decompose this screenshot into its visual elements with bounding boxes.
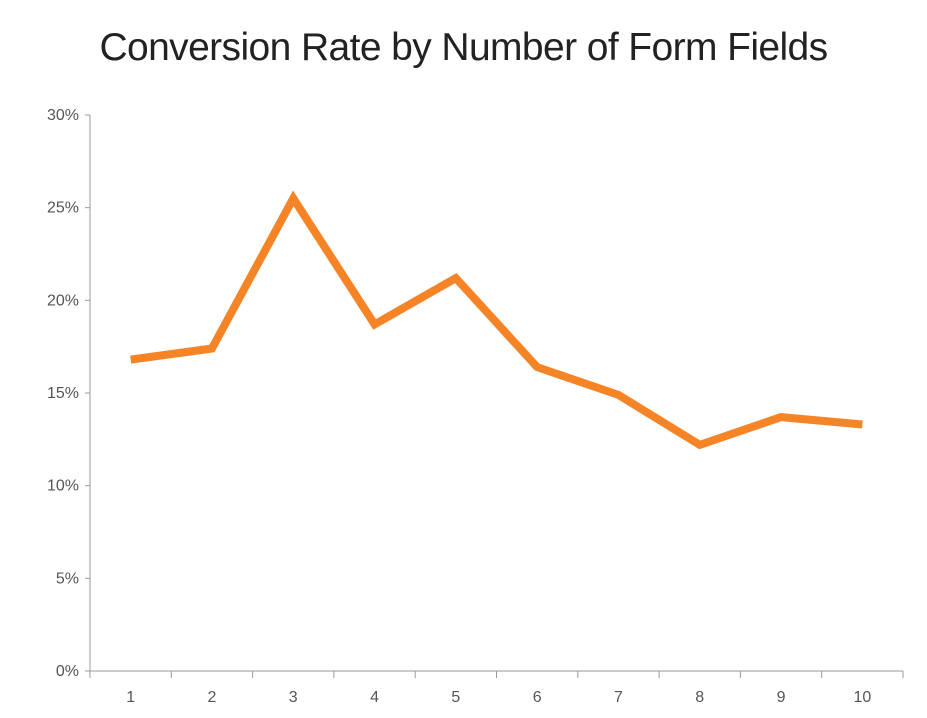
x-tick-label: 4 (370, 689, 379, 706)
x-tick-label: 1 (126, 689, 135, 706)
x-tick-label: 8 (695, 689, 704, 706)
x-tick-label: 2 (207, 689, 216, 706)
x-tick-label: 9 (777, 689, 786, 706)
y-tick-label: 5% (56, 570, 79, 587)
series-layer (130, 190, 863, 450)
y-tick-label: 15% (47, 385, 79, 402)
y-tick-label: 25% (47, 200, 79, 217)
x-tick-label: 6 (533, 689, 542, 706)
series-line (130, 190, 863, 450)
x-tick-label: 7 (614, 689, 623, 706)
x-tick-label: 3 (289, 689, 298, 706)
y-tick-label: 0% (56, 663, 79, 680)
y-tick-label: 20% (47, 292, 79, 309)
y-tick-label: 30% (47, 107, 79, 124)
y-axis: 0% 5% 10% 15% 20% 25% 30% (47, 107, 91, 680)
x-tick-label: 5 (451, 689, 460, 706)
x-tick-label: 10 (853, 689, 871, 706)
x-axis: 1 2 3 4 5 6 7 8 9 10 (89, 670, 904, 706)
y-tick-label: 10% (47, 478, 79, 495)
chart-title: Conversion Rate by Number of Form Fields (99, 26, 828, 69)
